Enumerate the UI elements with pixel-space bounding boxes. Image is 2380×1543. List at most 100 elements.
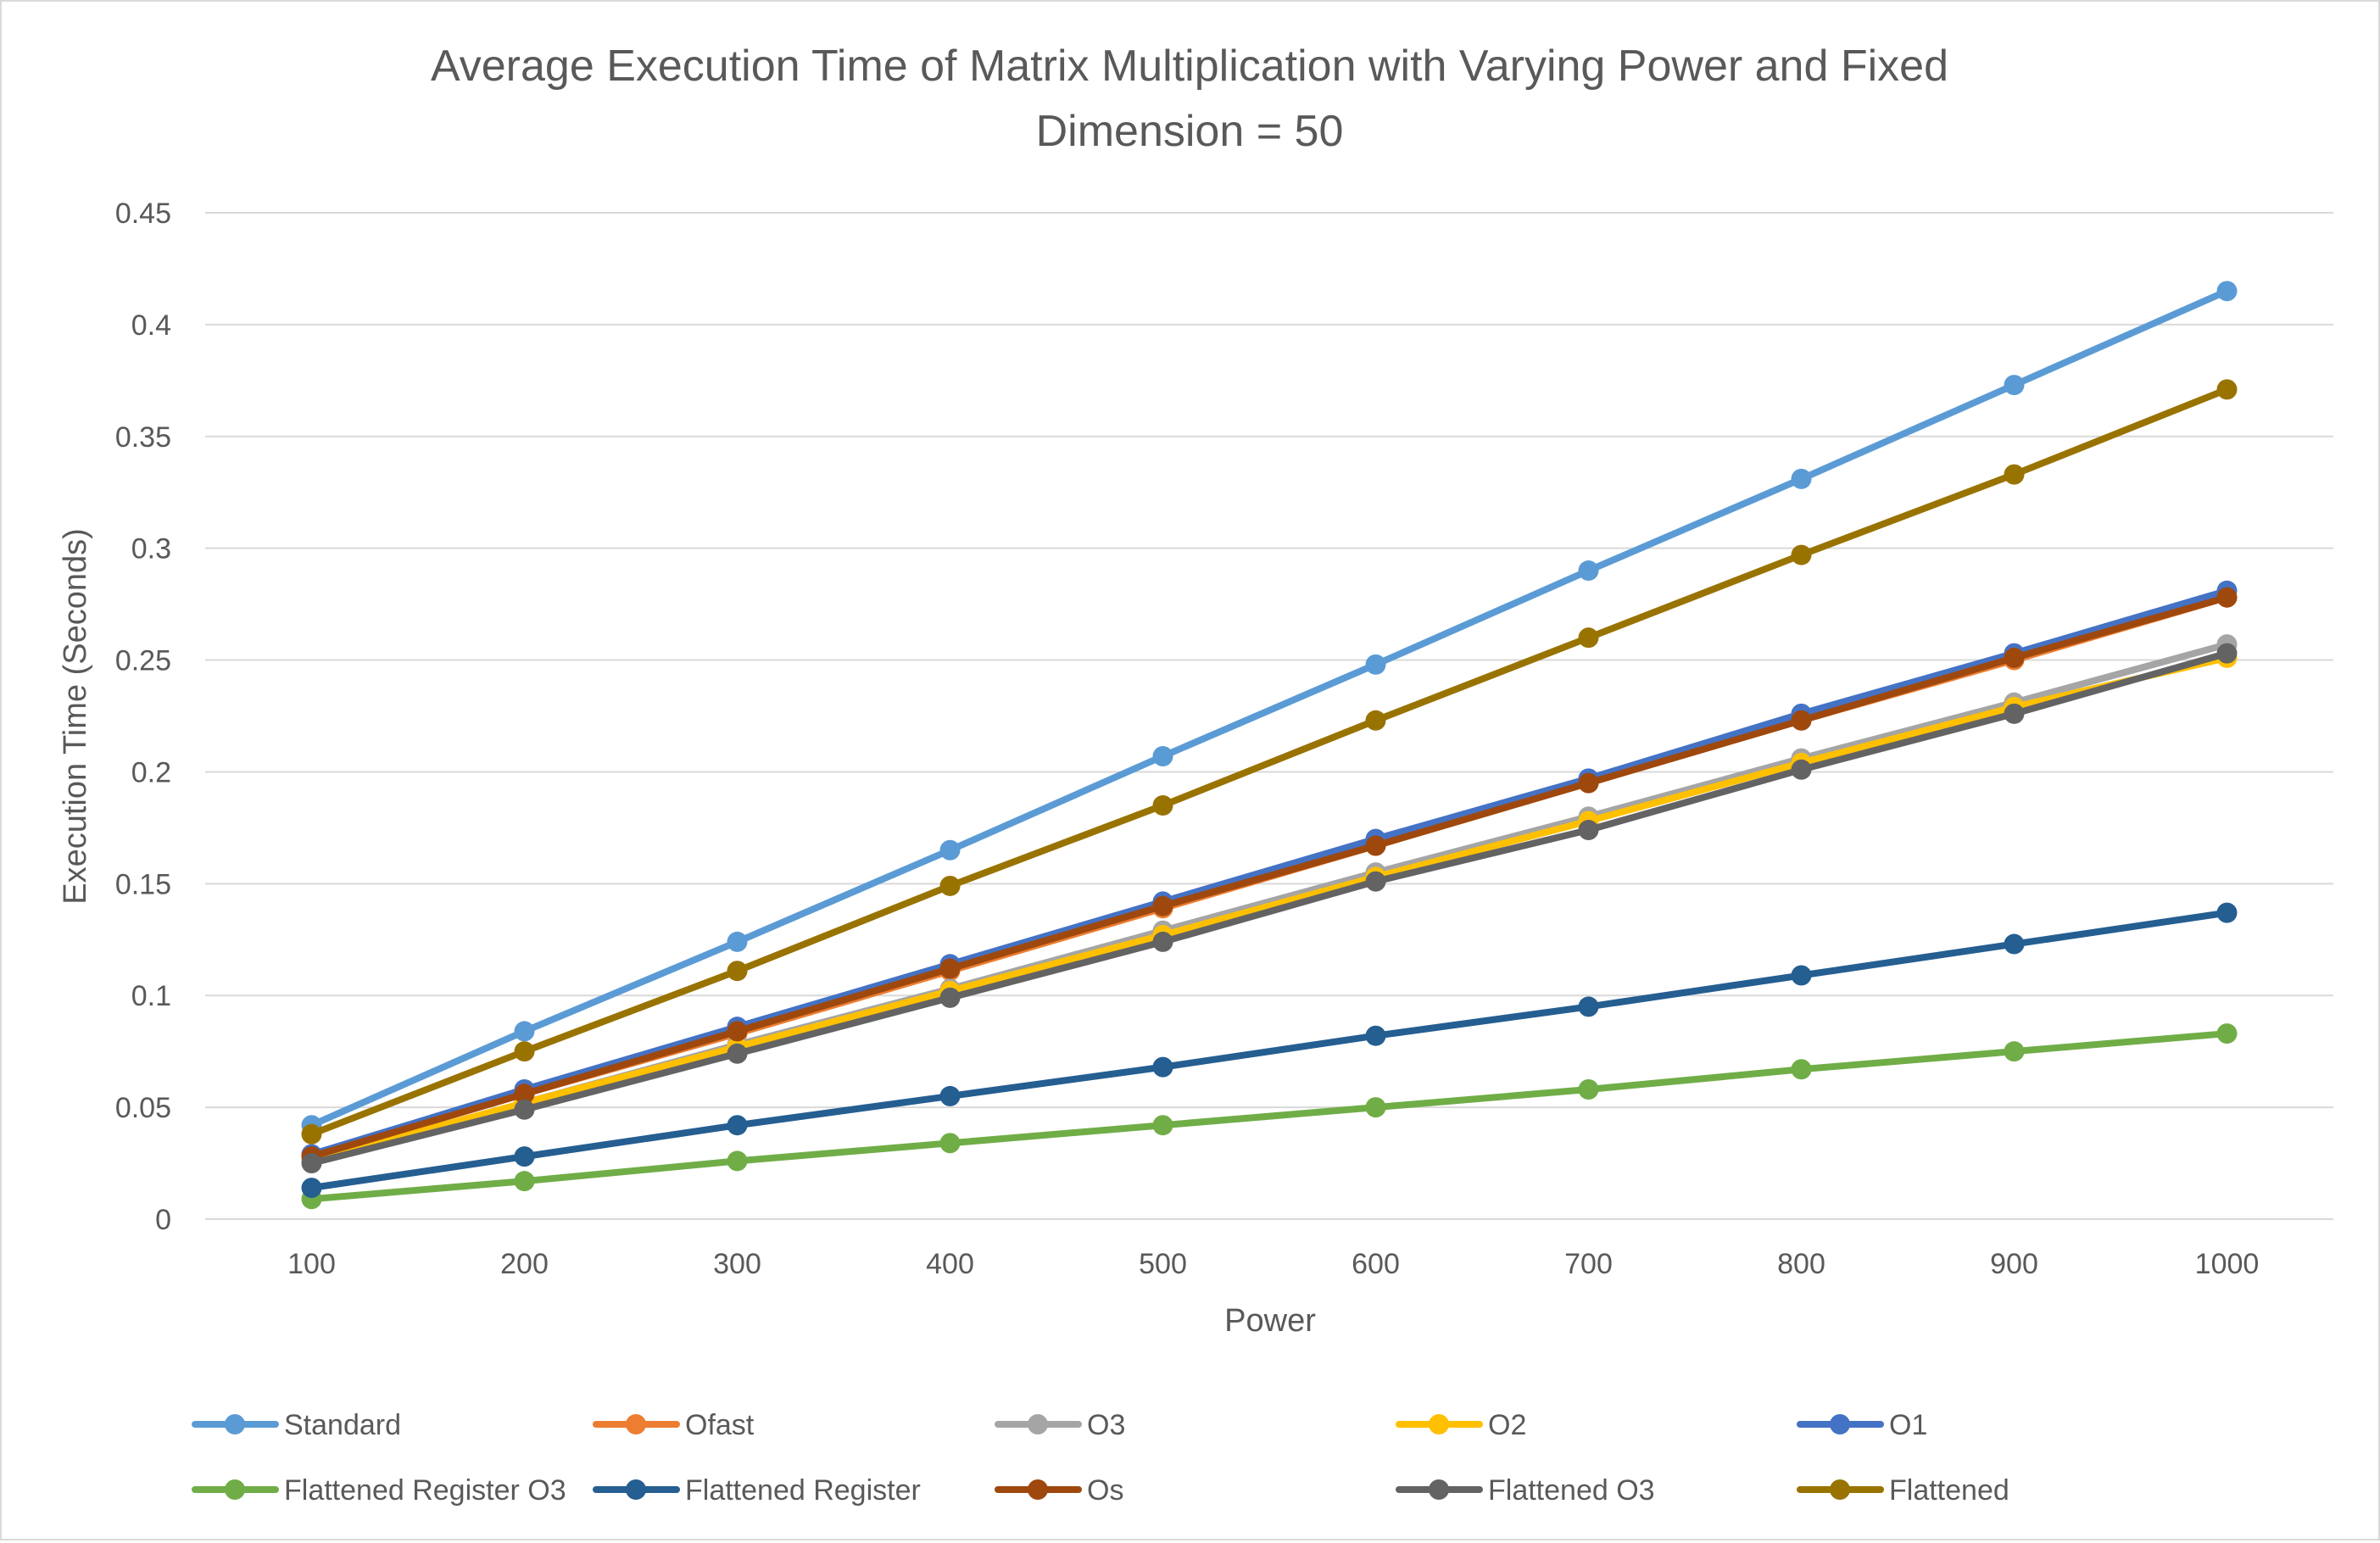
series-7 xyxy=(301,587,2238,1167)
data-point xyxy=(1365,871,1386,892)
legend-item: O3 xyxy=(995,1409,1125,1441)
data-point xyxy=(1791,759,1812,780)
data-point xyxy=(1578,1079,1599,1100)
data-point xyxy=(2004,1041,2025,1062)
legend-label: O1 xyxy=(1889,1409,1927,1441)
y-tick-label: 0.15 xyxy=(115,868,171,900)
data-point xyxy=(301,1123,322,1145)
data-point xyxy=(1578,820,1599,841)
legend-swatch-marker xyxy=(225,1414,245,1434)
data-point xyxy=(727,931,748,952)
x-tick-label: 700 xyxy=(1564,1248,1613,1280)
x-tick-label: 600 xyxy=(1352,1248,1400,1280)
data-point xyxy=(1152,895,1173,916)
data-point xyxy=(1365,710,1386,731)
data-point xyxy=(1791,544,1812,565)
legend-item: Flattened Register xyxy=(593,1474,921,1507)
data-point xyxy=(939,875,961,896)
data-point xyxy=(301,1178,322,1199)
series-6 xyxy=(301,902,2238,1199)
legend-item: Flattened O3 xyxy=(1396,1474,1655,1507)
legend-label: Standard xyxy=(284,1409,401,1441)
y-tick-label: 0.05 xyxy=(115,1092,171,1124)
x-tick-label: 400 xyxy=(926,1248,974,1280)
data-point xyxy=(2216,281,2238,302)
x-tick-label: 300 xyxy=(713,1248,761,1280)
data-point xyxy=(1152,1056,1173,1078)
data-point xyxy=(514,1146,535,1167)
chart-title-line-2: Dimension = 50 xyxy=(1036,107,1344,156)
legend-swatch-marker xyxy=(1028,1414,1048,1434)
legend-item: O2 xyxy=(1396,1409,1526,1441)
legend-label: Ofast xyxy=(685,1409,755,1441)
data-point xyxy=(2216,379,2238,400)
data-point xyxy=(727,1150,748,1172)
series-0 xyxy=(301,281,2238,1136)
data-point xyxy=(727,1115,748,1136)
legend-swatch-marker xyxy=(1830,1414,1850,1434)
data-point xyxy=(1578,996,1599,1017)
y-tick-label: 0.2 xyxy=(131,756,171,788)
data-point xyxy=(2216,587,2238,608)
x-tick-label: 1000 xyxy=(2195,1248,2260,1280)
data-point xyxy=(2216,643,2238,664)
x-axis-title: Power xyxy=(1224,1303,1316,1339)
series-line xyxy=(308,654,2231,1165)
data-point xyxy=(514,1099,535,1120)
y-axis-tick-labels: 0 0.05 0.1 0.15 0.2 0.25 0.3 0.35 0.4 0.45 xyxy=(115,198,171,1236)
data-point xyxy=(2004,703,2025,724)
series-line xyxy=(308,386,2231,1138)
series-line xyxy=(308,1030,2231,1203)
data-point xyxy=(727,961,748,982)
data-point xyxy=(2004,464,2025,485)
data-point xyxy=(514,1021,535,1042)
data-point xyxy=(1791,710,1812,731)
data-point xyxy=(1578,560,1599,582)
data-point xyxy=(1365,1025,1386,1046)
data-point xyxy=(939,1085,961,1106)
legend-swatch-marker xyxy=(1429,1479,1449,1500)
data-point xyxy=(1152,795,1173,816)
y-tick-label: 0.1 xyxy=(131,980,171,1012)
y-tick-label: 0.45 xyxy=(115,198,171,230)
data-point xyxy=(1152,1115,1173,1136)
legend-item: Ofast xyxy=(593,1409,755,1441)
y-tick-label: 0 xyxy=(155,1204,171,1236)
series-8 xyxy=(301,643,2238,1174)
data-point xyxy=(1365,835,1386,856)
data-point xyxy=(514,1171,535,1192)
legend-swatch-marker xyxy=(1028,1479,1048,1500)
series-line xyxy=(308,287,2231,1129)
legend-swatch-marker xyxy=(1830,1479,1850,1500)
legend-item: Os xyxy=(995,1474,1123,1507)
legend: Standard Ofast O3 O2 O1 Flattened Register O3… xyxy=(192,1409,2009,1507)
data-point xyxy=(939,839,961,861)
x-tick-label: 900 xyxy=(1990,1248,2038,1280)
series-line xyxy=(308,909,2231,1192)
legend-label: Flattened O3 xyxy=(1488,1474,1655,1507)
data-point xyxy=(1152,931,1173,952)
y-tick-label: 0.3 xyxy=(131,533,171,565)
x-tick-label: 500 xyxy=(1139,1248,1187,1280)
gridlines xyxy=(205,212,2333,1220)
data-point xyxy=(2004,933,2025,955)
legend-label: O3 xyxy=(1087,1409,1125,1441)
data-point xyxy=(2004,647,2025,668)
legend-swatch-marker xyxy=(225,1479,245,1500)
y-tick-label: 0.4 xyxy=(131,309,171,342)
data-point xyxy=(301,1153,322,1174)
series-lines xyxy=(301,281,2238,1210)
data-point xyxy=(1578,772,1599,794)
data-point xyxy=(1578,627,1599,649)
x-axis-tick-labels: 100 200 300 400 500 600 700 800 900 1000 xyxy=(287,1248,2259,1280)
chart-title: Average Execution Time of Matrix Multipl… xyxy=(431,42,1948,156)
data-point xyxy=(514,1041,535,1062)
data-point xyxy=(2216,902,2238,923)
data-point xyxy=(727,1021,748,1042)
legend-item: Flattened xyxy=(1797,1474,2009,1507)
data-point xyxy=(939,987,961,1008)
data-point xyxy=(727,1043,748,1064)
chart-title-line-1: Average Execution Time of Matrix Multipl… xyxy=(431,42,1948,91)
